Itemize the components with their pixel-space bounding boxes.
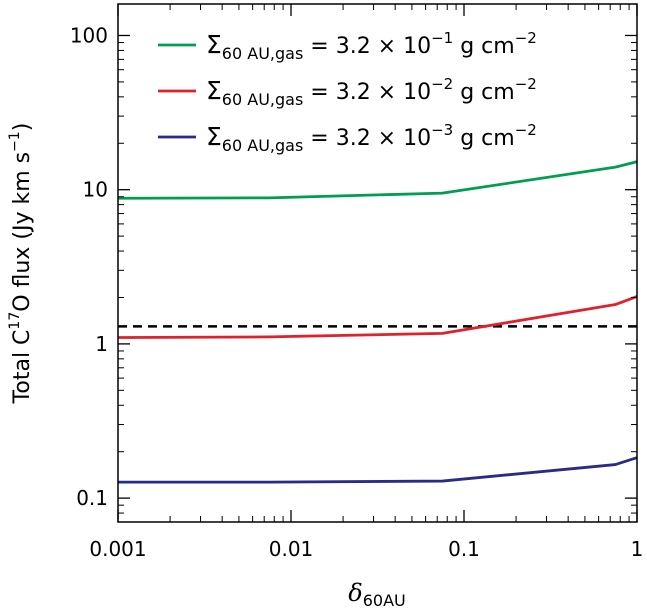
plot-frame xyxy=(117,3,638,523)
y-tick-label: 0.1 xyxy=(76,486,108,510)
y-axis-title-part: O flux (Jy km s xyxy=(10,152,35,312)
legend-unit-exponent: −2 xyxy=(515,121,537,139)
legend-value: = 3.2 × 10 xyxy=(303,80,431,105)
series-line-2 xyxy=(117,295,638,339)
x-tick-label: 0.01 xyxy=(269,537,314,561)
y-axis-title-superscript: −1 xyxy=(7,131,23,152)
x-axis-title-subscript: 60AU xyxy=(363,591,406,610)
legend-unit: g cm xyxy=(453,80,514,105)
legend-unit-exponent: −2 xyxy=(515,29,537,47)
legend-value: = 3.2 × 10 xyxy=(303,126,431,151)
plot-content xyxy=(117,160,638,484)
x-axis-title: δ60AU xyxy=(348,579,405,610)
legend-value: = 3.2 × 10 xyxy=(303,34,431,59)
y-tick-label: 1 xyxy=(95,332,108,356)
legend-label-1: Σ60 AU,gas = 3.2 × 10−1 g cm−2 xyxy=(206,29,537,63)
x-tick-label: 0.1 xyxy=(448,537,480,561)
y-axis-title-part: ) xyxy=(10,123,35,132)
legend-label-3: Σ60 AU,gas = 3.2 × 10−3 g cm−2 xyxy=(206,121,537,155)
y-tick-label: 10 xyxy=(83,178,108,202)
y-axis-title-superscript: 17 xyxy=(7,312,23,330)
x-tick-label: 1 xyxy=(631,537,644,561)
y-tick-label: 100 xyxy=(70,23,108,47)
y-axis-title: Total C17O flux (Jy km s−1) xyxy=(7,123,35,405)
y-axis-title-part: Total C xyxy=(10,330,35,405)
x-axis-title-symbol: δ xyxy=(348,579,362,607)
axis-titles: δ60AU Total C17O flux (Jy km s−1) xyxy=(7,123,406,610)
legend-exponent: −1 xyxy=(431,29,453,47)
legend-unit: g cm xyxy=(453,34,514,59)
legend-subscript: 60 AU,gas xyxy=(222,90,303,109)
legend-exponent: −2 xyxy=(431,75,453,93)
legend-subscript: 60 AU,gas xyxy=(222,136,303,155)
legend-exponent: −3 xyxy=(431,121,453,139)
legend-unit: g cm xyxy=(453,126,514,151)
legend-unit-exponent: −2 xyxy=(515,75,537,93)
axis-ticks: 0.001 0.01 0.1 1 0.1 1 10 100 xyxy=(70,4,644,561)
legend-subscript: 60 AU,gas xyxy=(222,44,303,63)
series-line-3 xyxy=(118,456,638,484)
sigma-symbol: Σ xyxy=(206,76,222,105)
sigma-symbol: Σ xyxy=(206,30,222,59)
series-line-1 xyxy=(117,160,638,200)
x-tick-label: 0.001 xyxy=(89,537,146,561)
legend-label-2: Σ60 AU,gas = 3.2 × 10−2 g cm−2 xyxy=(206,75,537,109)
sigma-symbol: Σ xyxy=(206,122,222,151)
